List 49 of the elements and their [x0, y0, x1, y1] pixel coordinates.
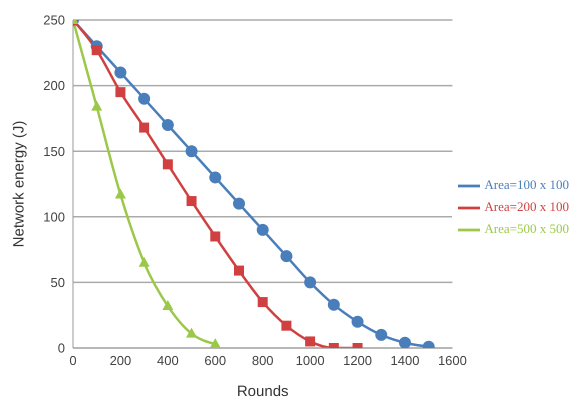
x-tick-label: 400 [157, 353, 179, 368]
point [258, 297, 268, 308]
point [328, 298, 340, 311]
legend-label: Area=500 x 500 [484, 220, 569, 236]
y-tick-label: 100 [43, 209, 65, 224]
point [92, 45, 102, 56]
point [304, 276, 316, 288]
point [305, 336, 316, 346]
x-axis-title: Rounds [236, 383, 289, 400]
point [138, 256, 150, 267]
point [209, 171, 222, 184]
x-tick-label: 200 [110, 353, 132, 368]
point [115, 87, 126, 98]
point [114, 66, 126, 78]
x-tick-label: 1600 [438, 353, 467, 368]
point [210, 231, 220, 242]
x-tick-label: 600 [204, 353, 226, 368]
point [352, 316, 364, 328]
point [162, 300, 174, 310]
point [162, 118, 174, 131]
x-tick-label: 1400 [390, 353, 420, 368]
y-tick-label: 0 [58, 340, 65, 356]
y-tick-label: 200 [43, 78, 65, 94]
point [186, 328, 198, 338]
point [281, 320, 292, 331]
point [91, 100, 102, 111]
legend-label: Area=200 x 100 [484, 198, 569, 214]
point [186, 196, 197, 206]
point [210, 338, 221, 348]
point [139, 122, 150, 133]
y-axis-title: Network energy (J) [10, 120, 28, 248]
point [232, 198, 245, 210]
point [398, 336, 411, 348]
point [138, 92, 150, 105]
point [256, 224, 269, 236]
y-tick-label: 250 [43, 12, 65, 28]
x-tick-label: 1000 [296, 353, 325, 368]
point [280, 250, 292, 262]
point [162, 159, 173, 170]
y-tick-label: 150 [43, 144, 65, 159]
x-tick-label: 800 [252, 353, 274, 368]
x-tick-label: 0 [69, 353, 77, 368]
point [375, 328, 388, 341]
point [186, 145, 198, 158]
point [114, 188, 126, 198]
point [234, 266, 244, 276]
legend-label: Area=100 x 100 [484, 176, 569, 192]
x-tick-label: 1200 [343, 353, 372, 368]
y-tick-label: 50 [50, 275, 65, 290]
